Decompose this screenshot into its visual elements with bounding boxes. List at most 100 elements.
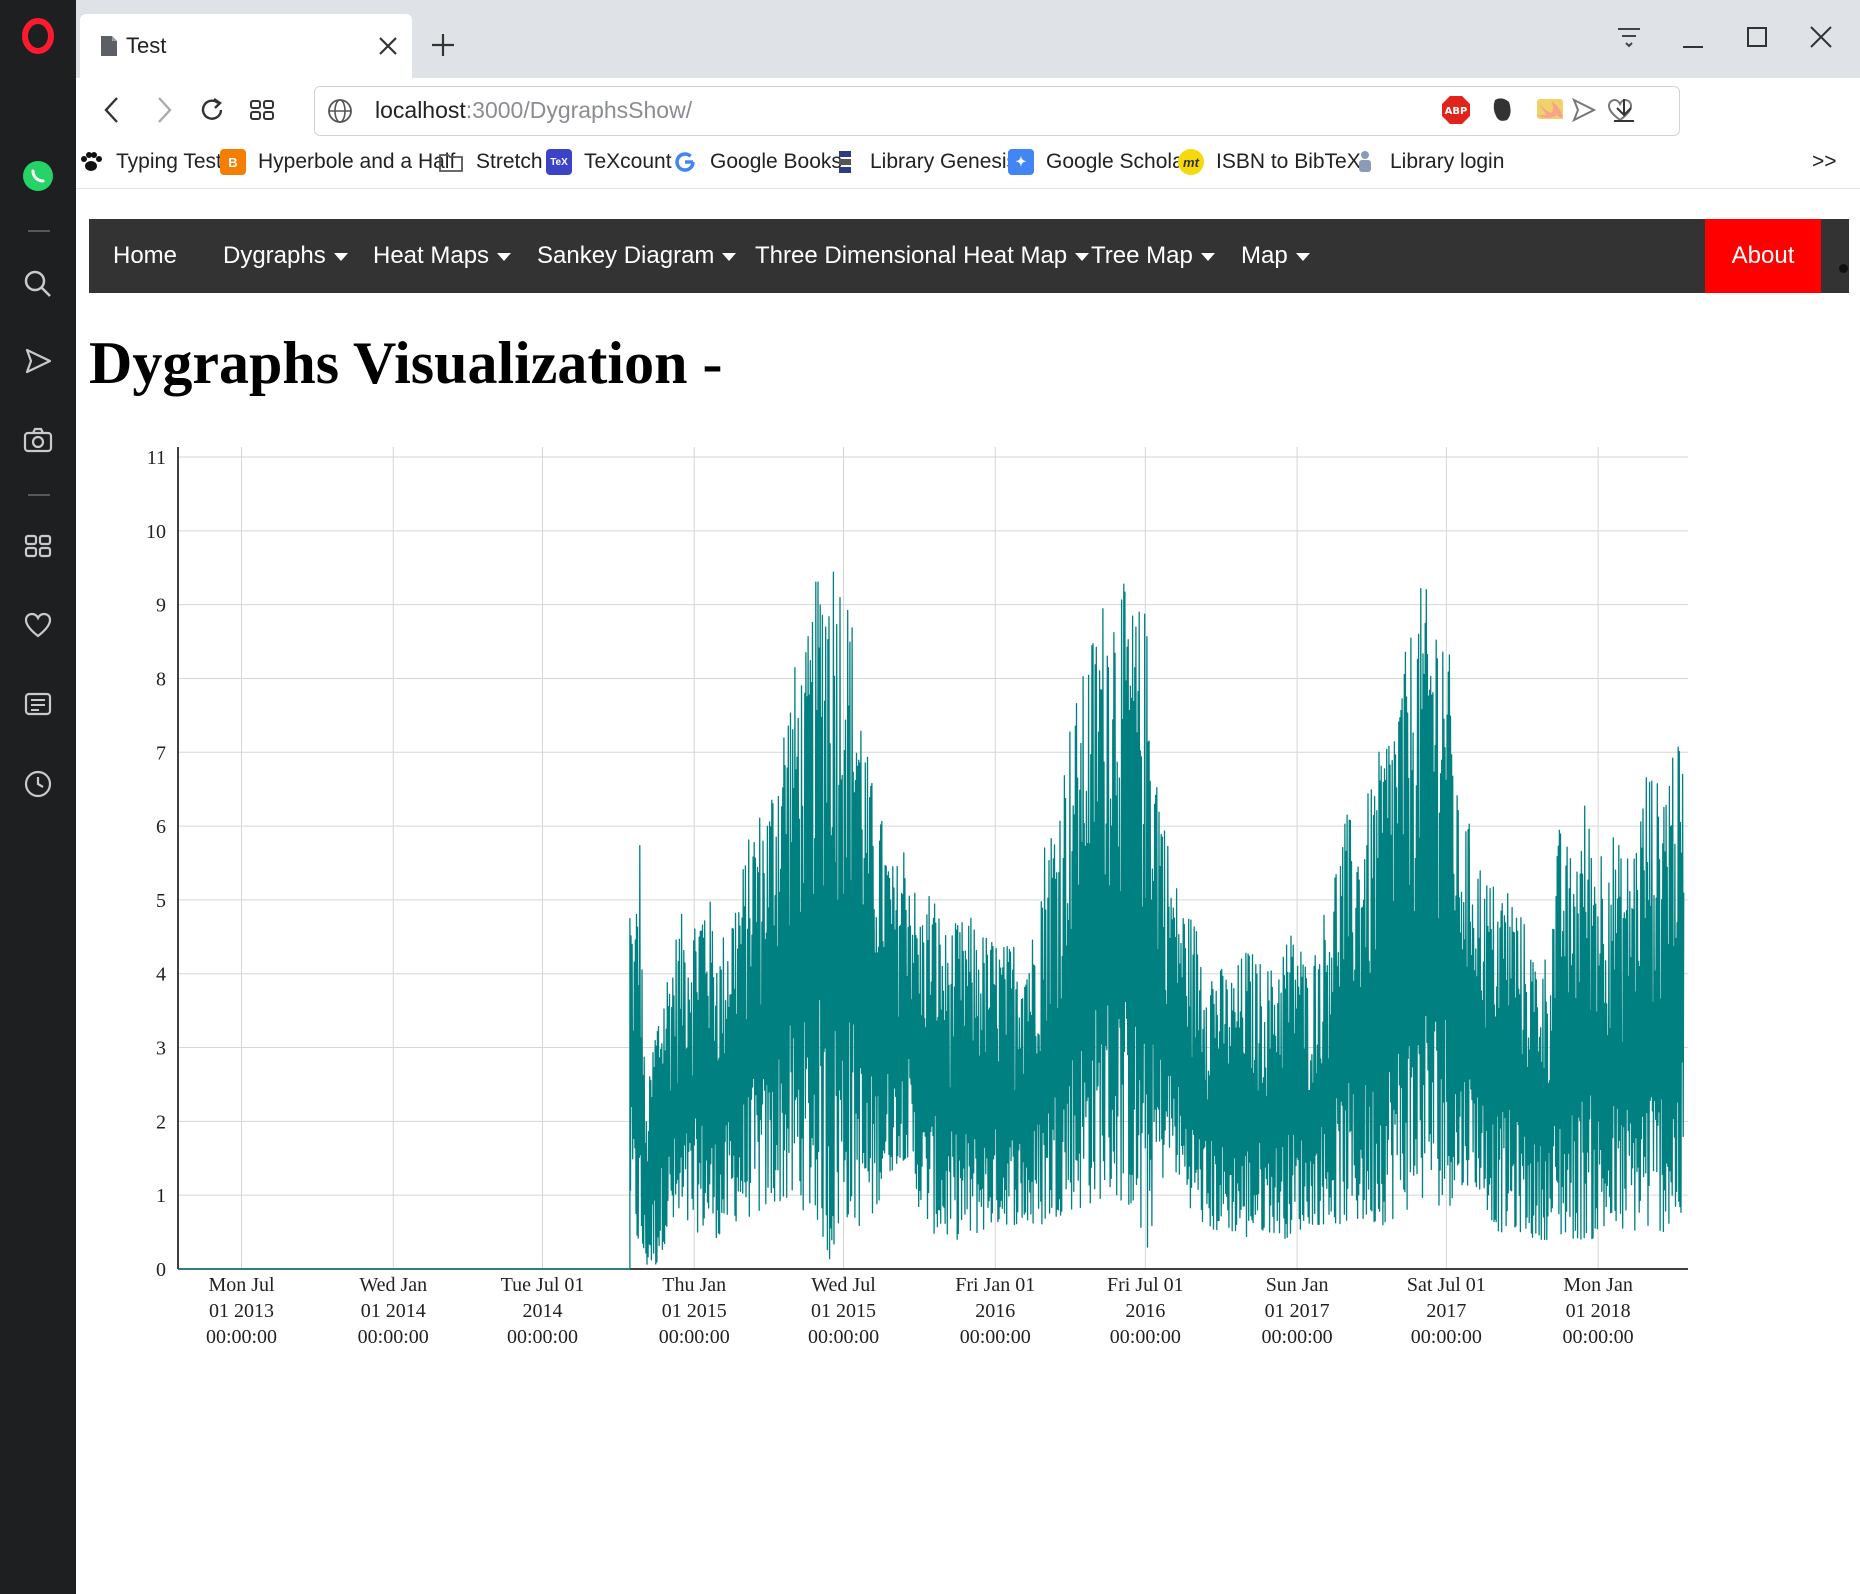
sidebar-separator bbox=[28, 494, 50, 496]
paw-icon bbox=[78, 149, 104, 175]
nav-label: Tree Map bbox=[1091, 242, 1193, 269]
y-tick-label: 8 bbox=[156, 668, 166, 690]
tab-test[interactable]: Test bbox=[80, 14, 412, 78]
nav-dygraphs[interactable]: Dygraphs bbox=[223, 219, 348, 293]
camera-icon[interactable] bbox=[20, 422, 56, 458]
opera-logo-icon[interactable] bbox=[20, 18, 56, 54]
bookmark-label: Google Scholar bbox=[1046, 150, 1191, 173]
url-path: :3000/DygraphsShow/ bbox=[465, 97, 693, 123]
bookmark-hyperbole-and-a-half[interactable]: B Hyperbole and a Half bbox=[220, 146, 455, 178]
x-tick-label: Fri Jan 01 bbox=[955, 1274, 1035, 1296]
nav-label: Map bbox=[1241, 242, 1288, 269]
dygraph-chart[interactable]: 0 1 2 3 4 5 6 7 8 9 10 11 Mon Jul 01 2013 00:00:00 Wed … bbox=[76, 439, 1860, 1594]
bookmark-label: Library Genesis bbox=[870, 150, 1018, 173]
nav-home[interactable]: Home bbox=[113, 219, 177, 293]
y-tick-label: 2 bbox=[156, 1111, 166, 1133]
speed-dial-icon[interactable] bbox=[20, 528, 56, 564]
back-icon[interactable] bbox=[94, 92, 130, 128]
google-icon bbox=[672, 149, 698, 175]
x-tick-label: 01 2018 bbox=[1566, 1300, 1631, 1322]
tab-title: Test bbox=[126, 33, 167, 58]
heart-icon[interactable] bbox=[1607, 97, 1633, 127]
bookmark-isbn-to-bibtex[interactable]: mt ISBN to BibTeX bbox=[1178, 146, 1361, 178]
bookmark-label: Stretch bbox=[476, 150, 543, 173]
x-tick-label: 00:00:00 bbox=[808, 1326, 879, 1348]
nav-dot bbox=[1839, 264, 1848, 273]
y-tick-label: 3 bbox=[156, 1038, 166, 1060]
send-icon[interactable] bbox=[20, 343, 56, 379]
x-tick-label: 00:00:00 bbox=[1110, 1326, 1181, 1348]
nav-label: Sankey Diagram bbox=[537, 242, 715, 269]
caret-down-icon bbox=[1200, 253, 1215, 261]
series-line bbox=[629, 571, 1685, 1269]
url-text: localhost:3000/DygraphsShow/ bbox=[375, 97, 692, 124]
nav-sankey-diagram[interactable]: Sankey Diagram bbox=[537, 219, 737, 293]
caret-down-icon bbox=[1075, 253, 1090, 261]
x-tick-label: 00:00:00 bbox=[1563, 1326, 1634, 1348]
browser-window: Test bbox=[76, 0, 1860, 1594]
bookmark-label: Library login bbox=[1390, 150, 1505, 173]
bookmark-label: Google Books bbox=[710, 150, 842, 173]
news-icon[interactable] bbox=[20, 686, 56, 722]
nav-about[interactable]: About bbox=[1705, 219, 1821, 293]
download-icon[interactable] bbox=[1606, 92, 1642, 128]
y-tick-label: 11 bbox=[147, 447, 166, 469]
page-content: Home Dygraphs Heat Maps Sankey Diagram T… bbox=[76, 189, 1860, 1594]
x-tick-label: Mon Jan bbox=[1563, 1274, 1632, 1296]
bookmark-google-books[interactable]: Google Books bbox=[672, 146, 842, 178]
x-tick-label: 2016 bbox=[1125, 1300, 1165, 1322]
x-tick-label: 01 2017 bbox=[1265, 1300, 1330, 1322]
new-tab-plus-icon[interactable] bbox=[428, 30, 458, 60]
nav-map[interactable]: Map bbox=[1241, 219, 1310, 293]
minimize-icon[interactable] bbox=[1676, 20, 1710, 54]
maximize-icon[interactable] bbox=[1740, 20, 1774, 54]
tab-strip: Test bbox=[76, 0, 1860, 78]
url-field[interactable]: localhost:3000/DygraphsShow/ bbox=[314, 86, 1680, 136]
reload-icon[interactable] bbox=[194, 92, 230, 128]
texcount-icon: TeX bbox=[546, 149, 572, 175]
url-host: localhost bbox=[375, 97, 466, 123]
nav-label: Three Dimensional Heat Map bbox=[755, 242, 1068, 269]
bookmark-typing-test[interactable]: Typing Test bbox=[78, 146, 222, 178]
close-window-icon[interactable] bbox=[1804, 20, 1838, 54]
folder-icon bbox=[438, 149, 464, 175]
caret-down-icon bbox=[333, 253, 348, 261]
swift-icon[interactable] bbox=[1532, 92, 1568, 128]
x-tick-label: Sat Jul 01 bbox=[1407, 1274, 1486, 1296]
y-tick-label: 4 bbox=[156, 964, 166, 986]
x-tick-label: Tue Jul 01 bbox=[501, 1274, 585, 1296]
x-tick-label: Sun Jan bbox=[1266, 1274, 1329, 1296]
x-tick-label: 2017 bbox=[1426, 1300, 1466, 1322]
bookmark-stretch[interactable]: Stretch bbox=[438, 146, 543, 178]
forward-icon[interactable] bbox=[146, 92, 182, 128]
history-clock-icon[interactable] bbox=[20, 766, 56, 802]
nav-tree-map[interactable]: Tree Map bbox=[1091, 219, 1215, 293]
tab-menu-icon[interactable] bbox=[1612, 20, 1646, 54]
search-icon[interactable] bbox=[20, 266, 56, 302]
y-tick-label: 6 bbox=[156, 816, 166, 838]
nav-heat-maps[interactable]: Heat Maps bbox=[373, 219, 512, 293]
bookmark-library-login[interactable]: Library login bbox=[1352, 146, 1504, 178]
globe-icon bbox=[327, 98, 353, 128]
whatsapp-icon[interactable] bbox=[20, 158, 56, 194]
bookmarks-bar: Typing Test B Hyperbole and a Half Stret… bbox=[76, 136, 1860, 189]
nav-three-dimensional-heat-map[interactable]: Three Dimensional Heat Map bbox=[755, 219, 1090, 293]
bookmark-google-scholar[interactable]: ✦ Google Scholar bbox=[1008, 146, 1191, 178]
caret-down-icon bbox=[722, 253, 737, 261]
page-title: Dygraphs Visualization - bbox=[89, 330, 723, 396]
bookmark-label: ISBN to BibTeX bbox=[1216, 150, 1361, 173]
caret-down-icon bbox=[497, 253, 512, 261]
nav-label: Heat Maps bbox=[373, 242, 490, 269]
bookmarks-heart-icon[interactable] bbox=[20, 607, 56, 643]
bookmark-texcount[interactable]: TeX TeXcount bbox=[546, 146, 672, 178]
tabs-grid-icon[interactable] bbox=[244, 92, 280, 128]
bookmarks-more-button[interactable]: >> bbox=[1812, 150, 1837, 173]
x-tick-label: 00:00:00 bbox=[1411, 1326, 1482, 1348]
adblock-icon[interactable]: ABP bbox=[1438, 92, 1474, 128]
x-tick-label: Mon Jul bbox=[208, 1274, 275, 1296]
y-tick-label: 7 bbox=[156, 742, 166, 764]
evernote-icon[interactable] bbox=[1484, 92, 1520, 128]
send-icon[interactable] bbox=[1571, 97, 1597, 127]
tab-close-icon[interactable] bbox=[376, 34, 400, 58]
bookmark-library-genesis[interactable]: Library Genesis bbox=[832, 146, 1017, 178]
